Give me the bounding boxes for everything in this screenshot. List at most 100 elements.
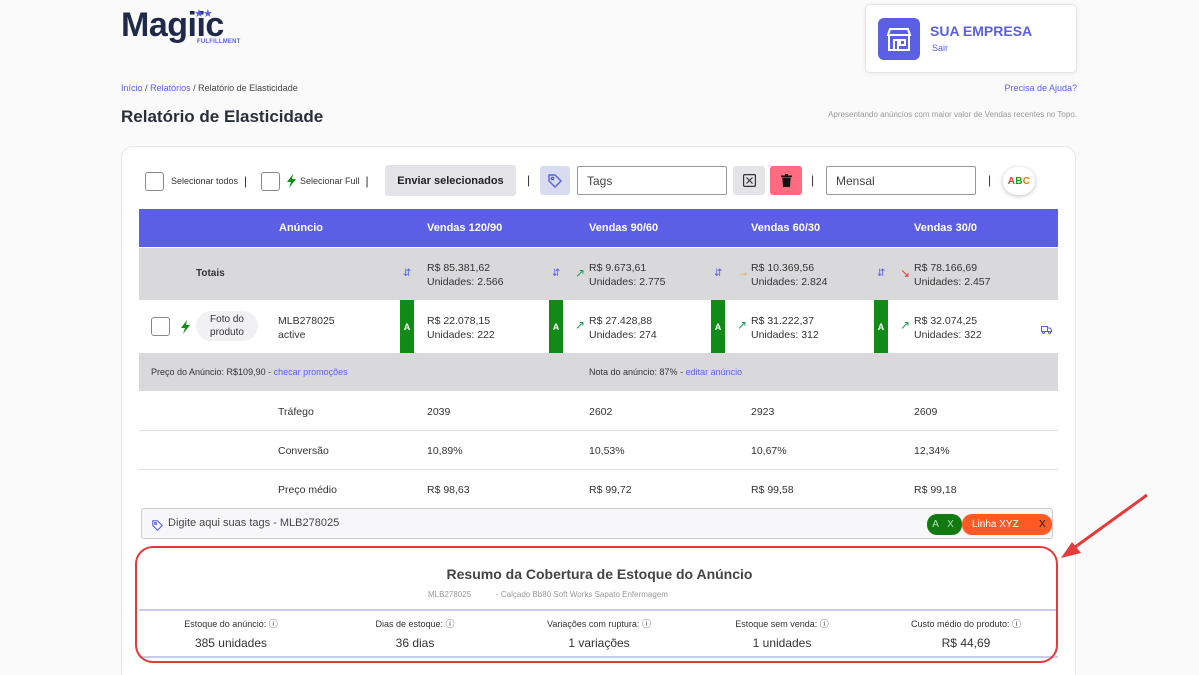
totals-label: Totais: [196, 268, 225, 279]
breadcrumb-reports[interactable]: Relatórios: [150, 83, 191, 93]
product-photo[interactable]: Foto do produto: [196, 311, 258, 341]
brand-logo[interactable]: Magiic ★★ FULFILLMENT: [121, 6, 240, 45]
toolbar-separator: |: [988, 173, 992, 187]
sales-units: Unidades: 322: [914, 329, 982, 341]
report-panel: Selecionar todos | Selecionar Full | Env…: [121, 146, 1076, 675]
tags-input[interactable]: [577, 166, 727, 195]
check-promotions-link[interactable]: checar promoções: [273, 367, 348, 377]
brand-name: Magiic: [121, 6, 224, 44]
sales-cell: R$ 31.222,37 Unidades: 312: [751, 314, 819, 342]
breadcrumb-home[interactable]: Início: [121, 83, 143, 93]
breadcrumb-sep: /: [145, 83, 148, 93]
clear-tags-button[interactable]: [733, 166, 765, 195]
delete-button[interactable]: [770, 166, 802, 195]
listing-price-label: Preço do Anúncio: R$109,90 -: [151, 367, 274, 377]
abc-curve-button[interactable]: A B C: [1003, 167, 1035, 195]
sales-value: R$ 31.222,37: [751, 315, 815, 327]
page-title: Relatório de Elasticidade: [121, 107, 324, 126]
column-header-sales-30-0[interactable]: Vendas 30/0: [914, 222, 977, 234]
totals-value: R$ 78.166,69: [914, 262, 978, 274]
column-header-sales-90-60[interactable]: Vendas 90/60: [589, 222, 659, 234]
trend-up-icon: ↗: [737, 318, 748, 332]
metric-value: 12,34%: [914, 445, 950, 457]
logout-link[interactable]: Sair: [932, 43, 949, 53]
company-name: SUA EMPRESA: [930, 23, 1033, 39]
sales-value: R$ 32.074,25: [914, 315, 978, 327]
column-header-sales-120-90[interactable]: Vendas 120/90: [427, 222, 503, 234]
sort-icon[interactable]: ⇵: [714, 268, 723, 279]
select-all-group: Selecionar todos |: [145, 165, 247, 197]
tags-placeholder: Digite aqui suas tags - MLB278025: [168, 517, 340, 529]
totals-row: Totais ⇵ R$ 85.381,62 Unidades: 2.566 ⇵ …: [139, 248, 1058, 300]
clear-icon: [742, 174, 756, 187]
sales-value: R$ 27.428,88: [589, 315, 653, 327]
breadcrumb: Início / Relatórios / Relatório de Elast…: [121, 83, 298, 93]
sort-icon[interactable]: ⇵: [877, 268, 886, 279]
metric-value: 2602: [589, 406, 613, 418]
metric-value: 10,67%: [751, 445, 787, 457]
stock-summary-item: Dias de estoque: ⓘ 36 dias: [323, 617, 507, 650]
info-icon[interactable]: ⓘ: [819, 619, 829, 629]
select-all-checkbox[interactable]: [145, 171, 164, 191]
metric-value: 2039: [427, 406, 451, 418]
help-link[interactable]: Precisa de Ajuda?: [1004, 83, 1077, 93]
abc-grade-badge: A: [549, 300, 563, 353]
sales-units: Unidades: 222: [427, 329, 495, 341]
listing-price: Preço do Anúncio: R$109,90 - checar prom…: [151, 367, 348, 377]
metric-label: Tráfego: [278, 406, 314, 418]
listing-score-label: Nota do anúncio: 87% -: [589, 367, 686, 377]
info-icon[interactable]: ⓘ: [268, 619, 278, 629]
sort-icon[interactable]: ⇵: [552, 268, 561, 279]
listing-info-row: Preço do Anúncio: R$109,90 - checar prom…: [139, 353, 1058, 391]
summary-value: 1 unidades: [752, 636, 812, 650]
metric-value: 10,89%: [427, 445, 463, 457]
column-header-listing: Anúncio: [279, 222, 323, 234]
tag-chip-remove[interactable]: X: [1039, 519, 1046, 530]
metric-value: R$ 98,63: [427, 484, 470, 496]
listing-id[interactable]: MLB278025: [278, 315, 335, 327]
period-select[interactable]: [826, 166, 976, 195]
table-header: Anúncio Vendas 120/90 Vendas 90/60 Venda…: [139, 209, 1058, 247]
truck-icon[interactable]: [1041, 321, 1052, 339]
annotation-highlight-box: [135, 546, 1058, 663]
totals-value: R$ 10.369,56: [751, 262, 815, 274]
abc-letter-b: B: [1015, 175, 1023, 187]
summary-label: Estoque sem venda:: [735, 619, 818, 629]
abc-letter-a: A: [1007, 175, 1016, 187]
tag-chip-line[interactable]: Linha XYZ X: [962, 514, 1052, 535]
summary-label: Estoque do anúncio:: [184, 619, 267, 629]
abc-grade-badge: A: [874, 300, 888, 353]
select-full-checkbox[interactable]: [261, 171, 280, 191]
sales-value: R$ 22.078,15: [427, 315, 491, 327]
tag-button[interactable]: [540, 166, 570, 195]
sort-icon[interactable]: ⇵: [403, 268, 412, 279]
listing-info: MLB278025 active: [278, 314, 335, 342]
tag-chip-a[interactable]: A X: [927, 514, 962, 535]
sales-cell: R$ 22.078,15 Unidades: 222: [427, 314, 495, 342]
trend-down-icon: ↘: [900, 266, 911, 280]
tag-icon: [152, 518, 163, 536]
select-all-label: Selecionar todos: [171, 176, 239, 186]
info-icon[interactable]: ⓘ: [1012, 619, 1022, 629]
edit-listing-link[interactable]: editar anúncio: [685, 367, 743, 377]
tags-field[interactable]: Digite aqui suas tags - MLB278025 A X Li…: [141, 508, 1053, 539]
product-checkbox[interactable]: [151, 317, 170, 336]
summary-label: Variações com ruptura:: [547, 619, 640, 629]
send-selected-button[interactable]: Enviar selecionados: [385, 165, 516, 196]
summary-label: Custo médio do produto:: [910, 619, 1010, 629]
metric-value: 10,53%: [589, 445, 625, 457]
metric-value: R$ 99,18: [914, 484, 957, 496]
toolbar-separator: |: [811, 173, 815, 187]
store-icon: [878, 18, 920, 60]
bolt-icon: [181, 320, 190, 339]
select-full-group: Selecionar Full |: [261, 165, 369, 197]
stock-summary-item: Custo médio do produto: ⓘ R$ 44,69: [874, 617, 1058, 650]
summary-label: Dias de estoque:: [375, 619, 443, 629]
info-icon[interactable]: ⓘ: [445, 619, 455, 629]
trend-flat-icon: →: [737, 265, 749, 279]
info-icon[interactable]: ⓘ: [641, 619, 651, 629]
totals-units: Unidades: 2.824: [751, 276, 828, 288]
column-header-sales-60-30[interactable]: Vendas 60/30: [751, 222, 821, 234]
abc-grade-badge: A: [711, 300, 725, 353]
metric-row-traffic: Tráfego 2039 2602 2923 2609: [139, 392, 1058, 431]
